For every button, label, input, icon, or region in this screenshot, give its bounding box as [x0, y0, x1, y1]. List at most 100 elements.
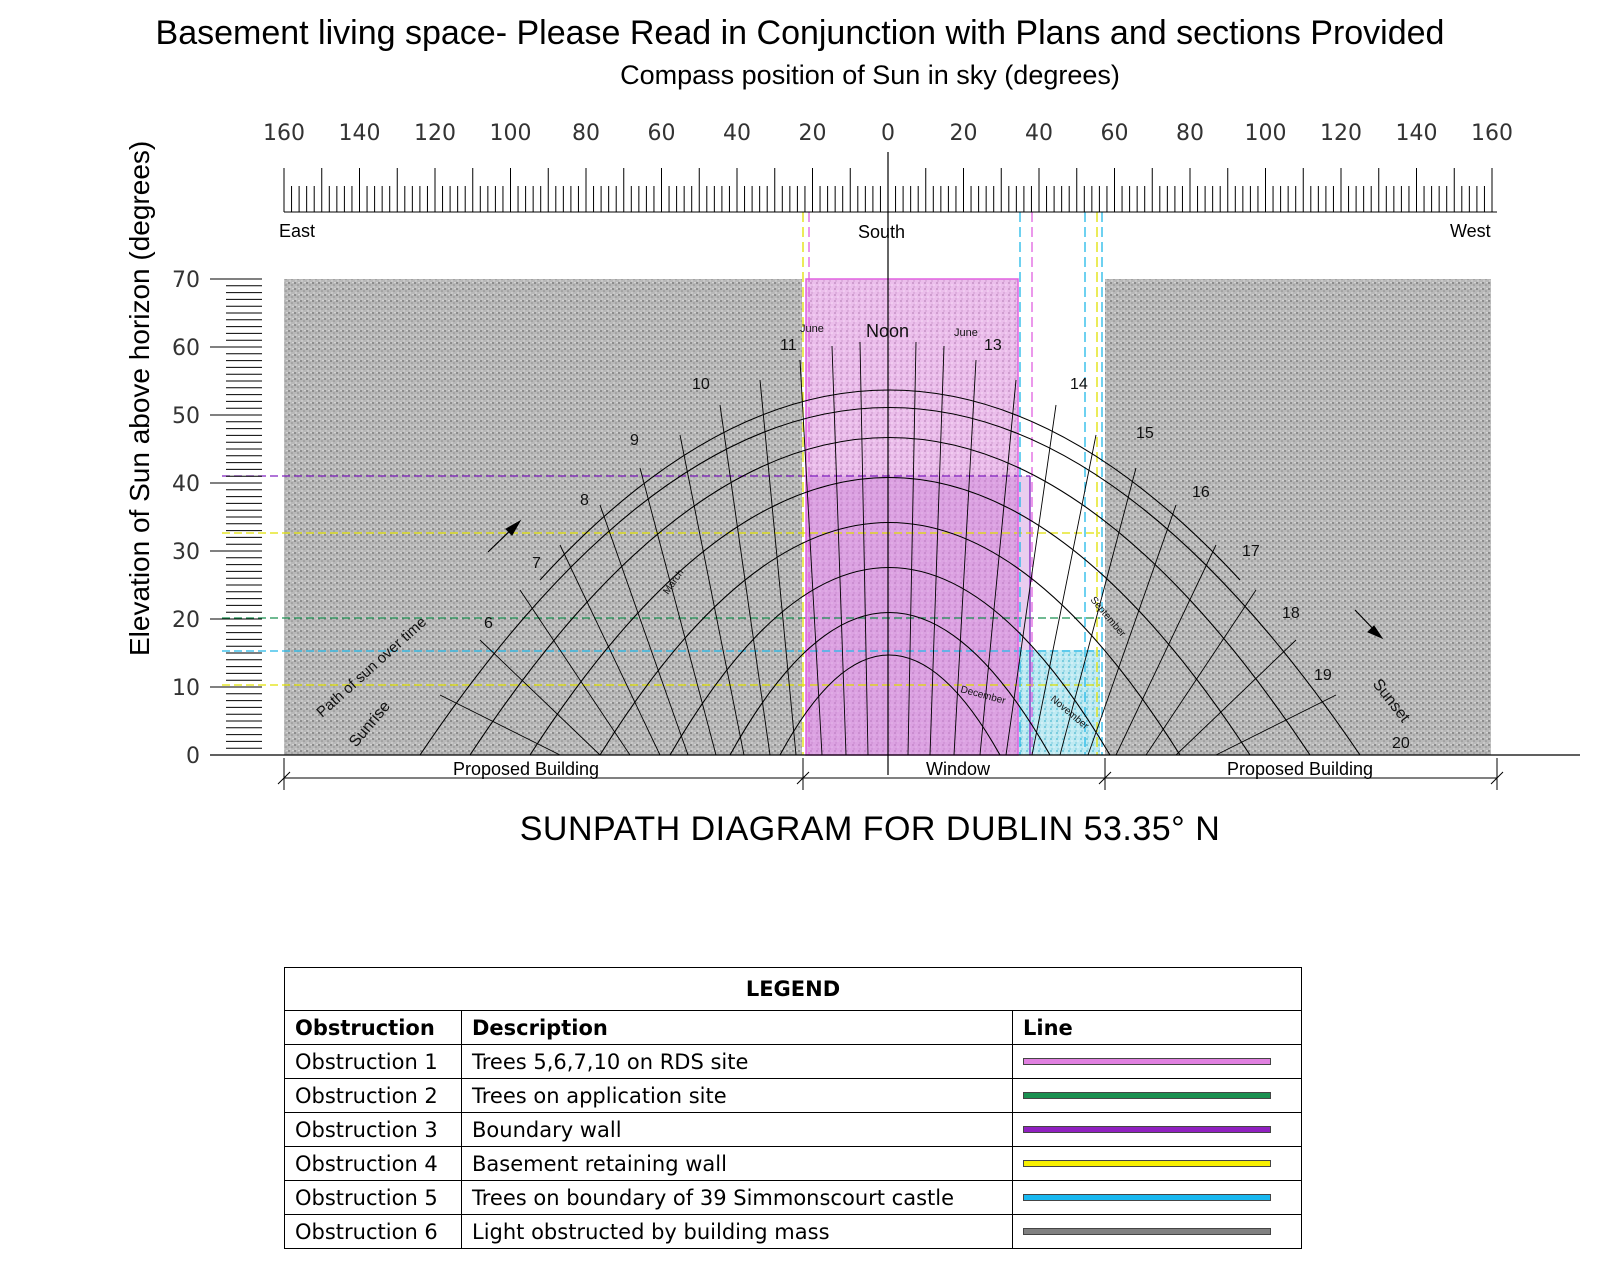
legend-description: Light obstructed by building mass — [461, 1214, 1013, 1249]
elevation-tick-label: 40 — [172, 472, 200, 497]
page-title: Basement living space- Please Read in Co… — [155, 14, 1445, 52]
compass-tick-label: 120 — [414, 121, 456, 146]
compass-west-label: West — [1450, 221, 1491, 241]
legend-swatch — [1023, 1126, 1271, 1133]
legend-obstruction: Obstruction 2 — [284, 1078, 462, 1113]
compass-tick-label: 0 — [881, 121, 895, 146]
legend-title: LEGEND — [284, 967, 1302, 1011]
legend-line — [1012, 1044, 1302, 1079]
segment-label-building-east: Proposed Building — [453, 759, 599, 779]
legend-header-line: Line — [1012, 1010, 1302, 1045]
segment-label-window: Window — [926, 759, 991, 779]
legend-line — [1012, 1146, 1302, 1181]
legend-description: Boundary wall — [461, 1112, 1013, 1147]
legend-row: Obstruction 2 Trees on application site — [284, 1078, 1302, 1113]
june-label-left: June — [800, 323, 824, 335]
legend-swatch — [1023, 1228, 1271, 1235]
legend-row: Obstruction 6 Light obstructed by buildi… — [284, 1214, 1302, 1249]
legend-table: LEGEND Obstruction Description Line Obst… — [284, 967, 1302, 1249]
building-mass-east — [284, 279, 802, 755]
legend-obstruction: Obstruction 1 — [284, 1044, 462, 1079]
segment-label-building-west: Proposed Building — [1227, 759, 1373, 779]
legend-row: Obstruction 3 Boundary wall — [284, 1112, 1302, 1147]
legend-swatch — [1023, 1160, 1271, 1167]
elevation-tick-label: 70 — [172, 268, 200, 293]
hour-label-7: 7 — [532, 555, 541, 572]
legend-obstruction: Obstruction 6 — [284, 1214, 462, 1249]
hour-label-14: 14 — [1070, 376, 1088, 393]
legend-line — [1012, 1112, 1302, 1147]
compass-tick-label: 40 — [1025, 121, 1053, 146]
legend-swatch — [1023, 1058, 1271, 1065]
legend-obstruction: Obstruction 4 — [284, 1146, 462, 1181]
diagram-caption: SUNPATH DIAGRAM FOR DUBLIN 53.35° N — [519, 810, 1221, 848]
compass-east-label: East — [279, 221, 315, 241]
legend-swatch — [1023, 1092, 1271, 1099]
hour-label-10: 10 — [692, 376, 710, 393]
legend-description: Trees on boundary of 39 Simmonscourt cas… — [461, 1180, 1013, 1215]
june-label-right: June — [954, 327, 978, 339]
legend-obstruction: Obstruction 5 — [284, 1180, 462, 1215]
compass-tick-label: 20 — [950, 121, 978, 146]
legend-header-obstruction: Obstruction — [284, 1010, 462, 1045]
compass-tick-label: 120 — [1320, 121, 1362, 146]
elevation-tick-label: 60 — [172, 336, 200, 361]
elevation-tick-label: 50 — [172, 404, 200, 429]
compass-tick-label: 20 — [799, 121, 827, 146]
hour-label-20: 20 — [1392, 735, 1410, 752]
compass-scale-ticks — [283, 168, 1493, 212]
obstruction-lines — [222, 212, 1103, 756]
legend-swatch — [1023, 1194, 1271, 1201]
sunpath-diagram: 160 140 120 100 80 60 40 20 0 20 40 60 80 100 120 140 16… — [172, 121, 1580, 790]
hour-label-19: 19 — [1314, 667, 1332, 684]
legend-description: Trees on application site — [461, 1078, 1013, 1113]
legend-description: Trees 5,6,7,10 on RDS site — [461, 1044, 1013, 1079]
legend-row: Obstruction 1 Trees 5,6,7,10 on RDS site — [284, 1044, 1302, 1079]
hour-label-13: 13 — [984, 337, 1002, 354]
boundary-wall-area — [806, 476, 1030, 755]
compass-tick-label: 100 — [1245, 121, 1287, 146]
compass-tick-label: 140 — [1396, 121, 1438, 146]
elevation-tick-label: 0 — [186, 744, 200, 769]
hour-label-17: 17 — [1242, 543, 1260, 560]
tree-obstruction-area — [806, 279, 1018, 755]
legend-header-description: Description — [461, 1010, 1013, 1045]
compass-tick-label: 80 — [572, 121, 600, 146]
building-mass-west — [1105, 279, 1491, 755]
compass-tick-label: 160 — [263, 121, 305, 146]
sunpath-arcs — [419, 389, 1361, 756]
legend-line — [1012, 1214, 1302, 1249]
hour-lines — [439, 340, 1337, 756]
hour-label-11: 11 — [780, 337, 797, 354]
compass-tick-label: 160 — [1471, 121, 1513, 146]
hour-label-18: 18 — [1282, 605, 1300, 622]
legend-row: Obstruction 4 Basement retaining wall — [284, 1146, 1302, 1181]
compass-tick-label: 40 — [723, 121, 751, 146]
sun-direction-arrows — [487, 519, 1384, 640]
compass-tick-label: 80 — [1176, 121, 1204, 146]
compass-tick-label: 60 — [648, 121, 676, 146]
compass-axis-title: Compass position of Sun in sky (degrees) — [620, 60, 1120, 90]
legend-line — [1012, 1180, 1302, 1215]
elevation-tick-label: 10 — [172, 676, 200, 701]
legend-line — [1012, 1078, 1302, 1113]
compass-tick-label: 140 — [339, 121, 381, 146]
elevation-tick-label: 30 — [172, 540, 200, 565]
legend-description: Basement retaining wall — [461, 1146, 1013, 1181]
elevation-scale-ticks — [210, 278, 262, 756]
legend-obstruction: Obstruction 3 — [284, 1112, 462, 1147]
elevation-tick-label: 20 — [172, 608, 200, 633]
hour-label-15: 15 — [1136, 425, 1154, 442]
noon-label: Noon — [866, 321, 909, 341]
compass-south-label: South — [858, 222, 905, 242]
hour-label-8: 8 — [580, 492, 589, 509]
dimension-line — [277, 758, 1504, 790]
hour-label-6: 6 — [484, 615, 493, 632]
hour-label-16: 16 — [1192, 484, 1210, 501]
elevation-scale-labels: 70 60 50 40 30 20 10 0 — [172, 268, 200, 769]
legend-row: Obstruction 5 Trees on boundary of 39 Si… — [284, 1180, 1302, 1215]
hour-label-9: 9 — [630, 432, 639, 449]
compass-tick-label: 60 — [1101, 121, 1129, 146]
compass-tick-label: 100 — [490, 121, 532, 146]
compass-scale-labels: 160 140 120 100 80 60 40 20 0 20 40 60 80 100 120 140 16… — [263, 121, 1513, 146]
